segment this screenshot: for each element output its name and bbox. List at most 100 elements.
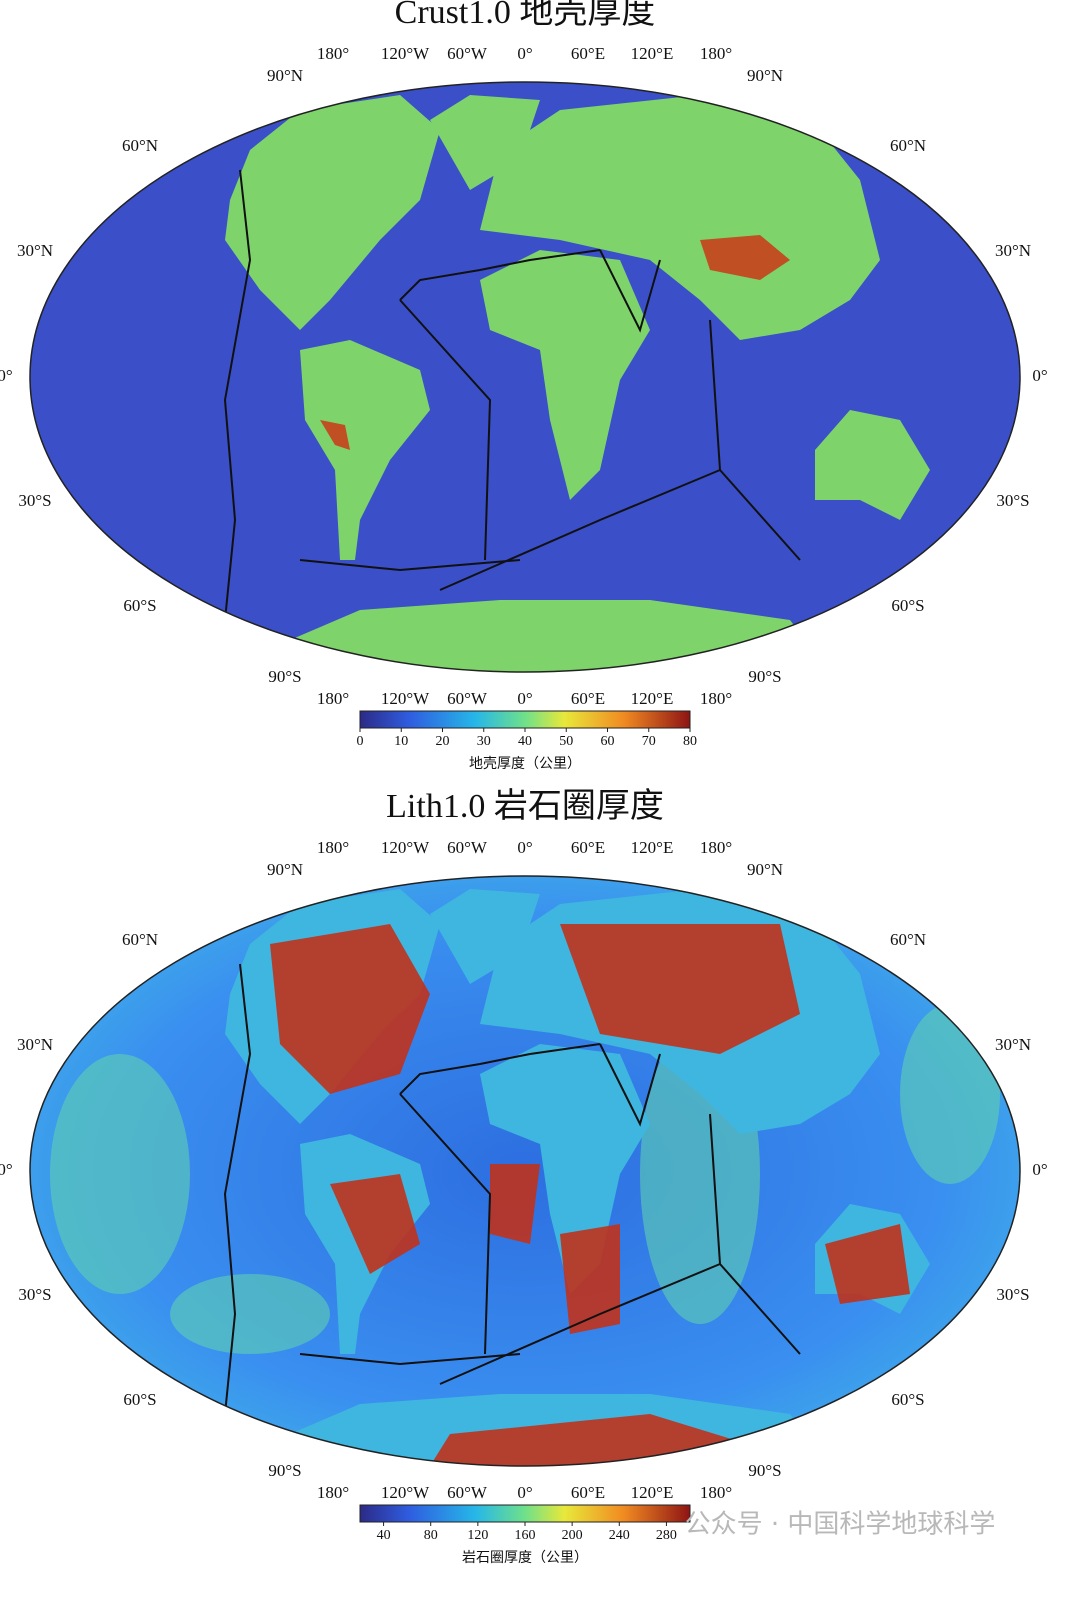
- lat-label: 90°N: [747, 66, 783, 85]
- colorbar-tick-label: 160: [515, 1528, 536, 1543]
- plate-boundary: [399, 1043, 601, 1095]
- continent: [225, 95, 440, 330]
- plate-boundary: [399, 299, 492, 561]
- lat-label: 90°N: [267, 860, 303, 879]
- lat-label: 60°S: [123, 596, 156, 615]
- lat-label: 90°S: [748, 1461, 781, 1480]
- lon-label: 60°W: [447, 1483, 488, 1502]
- colorbar-tick-label: 40: [518, 734, 532, 749]
- colorbar-tick-label: 0: [357, 734, 364, 749]
- colorbar-tick-label: 40: [377, 1528, 391, 1543]
- lat-label: 60°N: [122, 930, 158, 949]
- colorbar: [359, 1504, 691, 1523]
- thick-region: [560, 924, 800, 1054]
- lat-label: 90°S: [268, 1461, 301, 1480]
- plate-boundary: [223, 963, 252, 1415]
- plate-boundary: [299, 559, 521, 572]
- plate-boundary: [399, 1093, 492, 1355]
- lat-label: 30°S: [996, 491, 1029, 510]
- lon-label: 180°: [700, 838, 732, 857]
- lon-label: 60°E: [571, 1483, 605, 1502]
- thick-region: [825, 1224, 910, 1304]
- lat-label: 0°: [0, 366, 13, 385]
- colorbar-tick-label: 50: [559, 734, 573, 749]
- map-panel: Crust1.0 地壳厚度 180° 180° 120°W 120°W 60°W 60°W 0…: [0, 0, 1048, 772]
- lat-label: 30°N: [17, 241, 53, 260]
- lat-label: 60°N: [122, 136, 158, 155]
- lat-label: 30°N: [995, 241, 1031, 260]
- lon-label: 0°: [517, 838, 532, 857]
- ocean-patch: [900, 1004, 1000, 1184]
- lat-label: 30°S: [18, 491, 51, 510]
- colorbar-tick-label: 80: [424, 1528, 438, 1543]
- map-panel: Lith1.0 岩石圈厚度 180° 180° 120°W 120°W 60°W 60°W 0…: [0, 787, 1048, 1566]
- lat-label: 30°S: [996, 1285, 1029, 1304]
- lat-label: 90°S: [748, 667, 781, 686]
- lon-label: 180°: [317, 838, 349, 857]
- lon-label: 60°E: [571, 838, 605, 857]
- plate-boundary: [599, 249, 661, 333]
- lon-label: 120°W: [381, 689, 430, 708]
- continent: [480, 95, 880, 340]
- thick-region: [560, 1224, 620, 1334]
- thick-region: [700, 235, 790, 280]
- lat-label: 0°: [0, 1160, 13, 1179]
- lon-label: 0°: [517, 44, 532, 63]
- map-title: Lith1.0 岩石圈厚度: [386, 787, 664, 825]
- continent: [815, 410, 930, 520]
- map-body: [30, 82, 1020, 672]
- colorbar: [359, 710, 691, 729]
- colorbar-tick-label: 60: [601, 734, 615, 749]
- map-outline: [29, 875, 1021, 1467]
- lon-label: 180°: [317, 44, 349, 63]
- colorbar-tick-label: 70: [642, 734, 656, 749]
- lat-label: 30°N: [995, 1035, 1031, 1054]
- continent: [480, 250, 650, 500]
- continent: [430, 889, 540, 984]
- lon-label: 120°W: [381, 838, 430, 857]
- lon-label: 180°: [700, 1483, 732, 1502]
- map-title: Crust1.0 地壳厚度: [395, 0, 656, 31]
- lat-label: 0°: [1032, 1160, 1047, 1179]
- colorbar-tick-label: 240: [609, 1528, 630, 1543]
- map-body: [30, 876, 1020, 1466]
- lon-label: 60°E: [571, 44, 605, 63]
- lon-label: 180°: [700, 689, 732, 708]
- plate-boundary: [439, 1263, 721, 1385]
- lon-label: 120°W: [381, 1483, 430, 1502]
- lon-label: 120°W: [381, 44, 430, 63]
- lat-label: 30°N: [17, 1035, 53, 1054]
- lon-label: 60°W: [447, 838, 488, 857]
- lon-label: 60°W: [447, 44, 488, 63]
- lon-label: 180°: [317, 1483, 349, 1502]
- plate-boundary: [399, 249, 601, 301]
- lon-label: 120°E: [631, 1483, 674, 1502]
- thick-region: [320, 420, 350, 450]
- colorbar-label: 岩石圈厚度（公里）: [462, 1550, 588, 1566]
- lon-label: 120°E: [631, 689, 674, 708]
- lon-label: 120°E: [631, 44, 674, 63]
- lat-label: 90°N: [267, 66, 303, 85]
- lon-label: 60°W: [447, 689, 488, 708]
- colorbar-tick-label: 20: [436, 734, 450, 749]
- thick-region: [330, 1174, 420, 1274]
- thick-region: [270, 924, 430, 1094]
- lat-label: 60°N: [890, 930, 926, 949]
- lat-label: 60°S: [891, 596, 924, 615]
- ocean-patch: [170, 1274, 330, 1354]
- colorbar-label: 地壳厚度（公里）: [469, 755, 581, 772]
- lat-label: 60°N: [890, 136, 926, 155]
- plate-boundary: [599, 1043, 661, 1127]
- lat-label: 0°: [1032, 366, 1047, 385]
- plate-boundary: [439, 469, 721, 591]
- colorbar-tick-label: 80: [683, 734, 697, 749]
- lon-label: 0°: [517, 689, 532, 708]
- lon-label: 60°E: [571, 689, 605, 708]
- continent: [300, 340, 430, 560]
- colorbar-tick-label: 10: [394, 734, 408, 749]
- lat-label: 60°S: [891, 1390, 924, 1409]
- lon-label: 0°: [517, 1483, 532, 1502]
- colorbar-tick-label: 120: [467, 1528, 488, 1543]
- plate-boundary: [299, 1353, 521, 1366]
- lat-label: 30°S: [18, 1285, 51, 1304]
